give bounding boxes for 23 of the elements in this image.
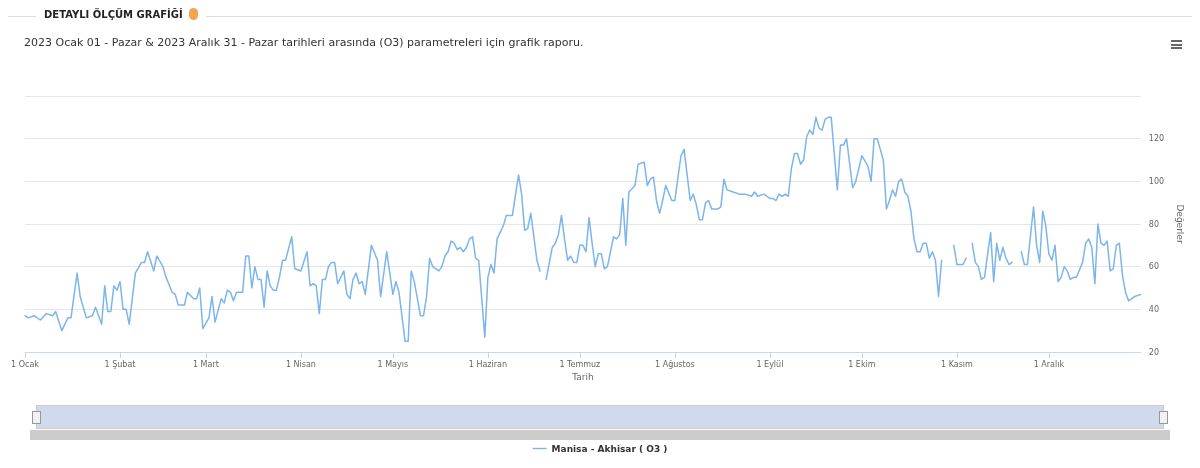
x-tick-label: 1 Ocak	[11, 359, 40, 369]
chart-subtitle: 2023 Ocak 01 - Pazar & 2023 Aralık 31 - Pazar tarihleri arasında (O3) parametreleri için grafik raporu.	[24, 36, 584, 49]
x-tick-label: 1 Eylül	[756, 359, 784, 369]
y-tick-label: 60	[1148, 262, 1160, 272]
x-tick-label: 1 Ağustos	[655, 359, 695, 369]
legend-label: Manisa - Akhisar ( O3 )	[551, 443, 668, 454]
x-tick-label: 1 Mart	[192, 359, 219, 369]
y-tick-label: 120	[1148, 134, 1165, 144]
x-tick-label: 1 Aralık	[1033, 359, 1065, 369]
y-axis-title: Değerler	[1174, 204, 1185, 244]
y-tick-label: 100	[1148, 176, 1165, 186]
x-tick-label: 1 Şubat	[104, 359, 136, 369]
x-tick-label: 1 Mayıs	[377, 359, 409, 369]
x-tick-label: 1 Temmuz	[559, 359, 601, 369]
y-tick-label: 20	[1148, 347, 1160, 357]
x-axis-title: Tarih	[571, 372, 594, 383]
x-tick-label: 1 Nisan	[285, 359, 316, 369]
chart-title: DETAYLI ÖLÇÜM GRAFİĞİ	[44, 8, 183, 20]
y-tick-label: 40	[1148, 304, 1160, 314]
x-tick-label: 1 Ekim	[848, 359, 876, 369]
y-tick-label: 80	[1148, 219, 1160, 229]
x-tick-label: 1 Haziran	[468, 359, 507, 369]
x-tick-label: 1 Kasım	[940, 359, 974, 369]
